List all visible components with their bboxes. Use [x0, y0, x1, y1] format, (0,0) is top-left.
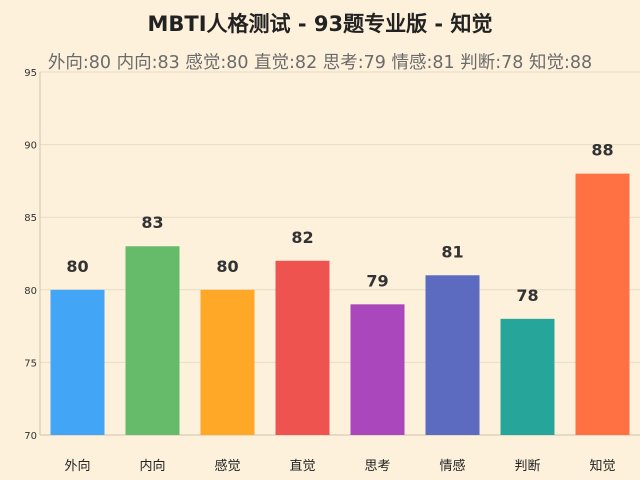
x-tick-label: 感觉 [214, 458, 240, 474]
x-tick-label: 外向 [64, 458, 90, 474]
x-tick-label: 知觉 [589, 458, 615, 474]
y-tick-label: 75 [24, 358, 37, 369]
x-tick-label: 判断 [514, 459, 540, 474]
bar [50, 289, 105, 435]
bar-value-label: 83 [141, 213, 163, 232]
x-tick-label: 思考 [364, 459, 390, 474]
bar-value-label: 78 [516, 286, 538, 305]
bar-value-label: 79 [366, 271, 388, 290]
bar [500, 318, 555, 435]
bar [125, 246, 180, 435]
bar-value-label: 80 [66, 257, 88, 276]
bar [350, 304, 405, 435]
bar [425, 275, 480, 435]
y-tick-label: 95 [24, 68, 37, 79]
bar-value-label: 82 [291, 228, 313, 247]
bar-value-label: 88 [591, 141, 613, 160]
y-tick-label: 70 [24, 431, 37, 442]
y-tick-label: 85 [24, 213, 37, 224]
chart-subtitle: 外向:80 内向:83 感觉:80 直觉:82 思考:79 情感:81 判断:7… [47, 53, 593, 73]
bar [200, 289, 255, 435]
x-tick-label: 直觉 [289, 459, 315, 474]
bar [275, 260, 330, 435]
chart-title: MBTI人格测试 - 93题专业版 - 知觉 [147, 12, 493, 36]
bar [575, 173, 630, 435]
x-tick-label: 情感 [439, 458, 465, 474]
y-tick-label: 90 [24, 141, 37, 152]
bar-value-label: 81 [441, 242, 463, 261]
bar-value-label: 80 [216, 257, 238, 276]
x-tick-label: 内向 [139, 458, 165, 474]
y-tick-label: 80 [24, 286, 37, 297]
